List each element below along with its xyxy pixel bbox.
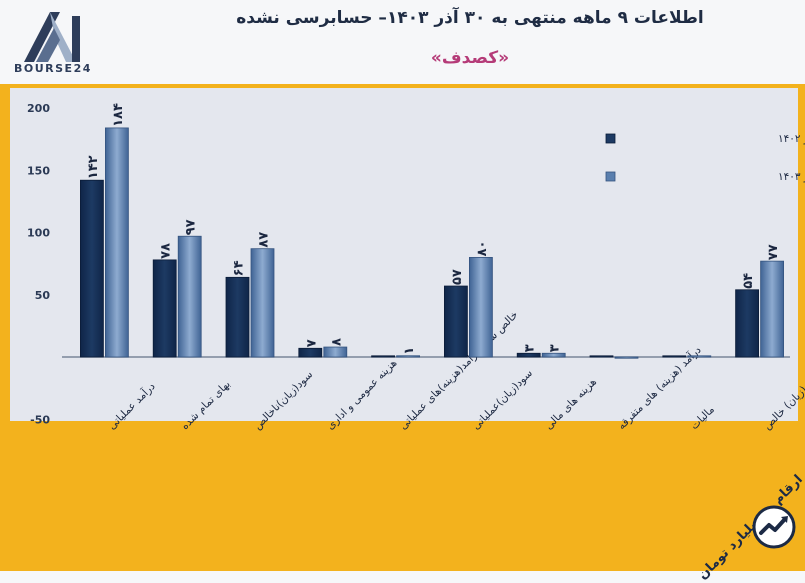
bar-1402 [662, 355, 687, 358]
legend-label: عملکرد منتهی به آذر ۱۴۰۲ [778, 132, 805, 145]
legend-swatch [605, 133, 616, 144]
data-label: ۱ [402, 347, 417, 355]
data-label: ۱۴۲ [86, 155, 101, 179]
data-label: ۷۷ [766, 244, 781, 260]
x-tick-label: هزینه های مالی [543, 376, 599, 432]
y-tick-label: 150 [27, 164, 50, 177]
trend-badge-icon [752, 505, 796, 549]
x-tick-label: درآمد عملیاتی [105, 380, 158, 433]
data-label: ۳ [548, 344, 563, 352]
x-tick-label: سود(زیان)ناخالص [252, 369, 316, 433]
bourse24-logo-icon [24, 12, 80, 62]
y-tick-label: 100 [27, 227, 50, 240]
x-tick-label: سود(زیان) خالص [761, 371, 805, 433]
bar-1403 [541, 352, 566, 358]
bar-1403 [614, 356, 639, 359]
bar-1402 [443, 285, 468, 358]
bar-1402 [298, 347, 323, 358]
plot-area [10, 88, 798, 421]
bar-1403 [177, 235, 202, 358]
bar-1402 [225, 276, 250, 358]
bar-1402 [152, 259, 177, 358]
y-tick-label: -50 [30, 413, 50, 426]
data-label: ۸۰ [475, 241, 490, 257]
data-label: ۱۸۴ [111, 103, 126, 127]
x-tick-label: هزینه عمومی و اداری [324, 357, 399, 432]
chart-title: اطلاعات ۹ ماهه منتهی به ۳۰ آذر ۱۴۰۳– حسا… [236, 8, 704, 28]
data-label: ۶۴ [232, 260, 247, 276]
bar-1403 [760, 260, 784, 358]
data-label: ۵۴ [741, 273, 756, 289]
logo-text: BOURSE24 [14, 62, 92, 75]
data-label: ۷۸ [159, 243, 174, 259]
bar-1403 [396, 355, 421, 358]
bar-1403 [250, 248, 275, 358]
bar-1402 [371, 355, 396, 358]
y-tick-label: 50 [35, 289, 51, 302]
legend-label: عملکرد منتهی به آذر ۱۴۰۳ [778, 170, 805, 183]
x-tick-label: سود(زیان)عملیاتی [470, 367, 535, 432]
header: BOURSE24 اطلاعات ۹ ماهه منتهی به ۳۰ آذر … [0, 0, 805, 84]
data-label: ۹۷ [184, 219, 199, 235]
data-label: ۵۷ [450, 269, 465, 285]
bar-1402 [80, 179, 104, 358]
legend-swatch [605, 171, 616, 182]
chart-subtitle: «کصدف» [430, 48, 510, 68]
data-label: ۳ [523, 344, 538, 352]
bar-1403 [687, 355, 712, 358]
data-label: ۷ [304, 339, 319, 347]
bar-1402 [589, 355, 614, 358]
y-tick-label: 200 [27, 102, 50, 115]
bar-1403 [468, 256, 493, 358]
x-tick-label: بهای تمام شده [179, 378, 233, 432]
data-label: ۸ [329, 338, 344, 346]
bar-1403 [105, 127, 129, 358]
bar-1403 [323, 346, 348, 358]
bar-1402 [516, 352, 541, 358]
x-tick-label: مالیات [688, 404, 716, 432]
bar-1402 [735, 289, 759, 358]
data-label: ۸۷ [257, 232, 272, 248]
